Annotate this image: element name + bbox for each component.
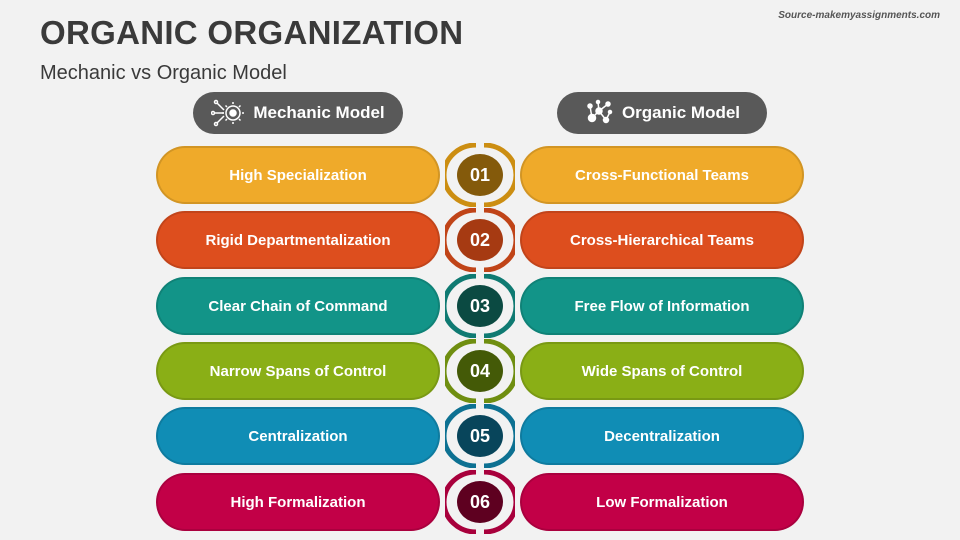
organic-item: Cross-Hierarchical Teams — [520, 211, 804, 269]
mechanic-item-label: High Formalization — [230, 493, 366, 511]
organic-item-label: Low Formalization — [596, 493, 728, 511]
ring-decoration — [445, 404, 515, 468]
organic-item: Wide Spans of Control — [520, 342, 804, 400]
organic-model-header: Organic Model — [557, 92, 767, 134]
ring-decoration — [445, 143, 515, 207]
organic-item-label: Free Flow of Information — [574, 297, 750, 315]
mechanic-item: Centralization — [156, 407, 440, 465]
ring-decoration — [445, 470, 515, 534]
mechanic-item-label: Rigid Departmentalization — [205, 231, 391, 249]
row-number: 02 — [457, 219, 503, 261]
row-number-badge: 02 — [445, 208, 515, 272]
mechanic-item-label: High Specialization — [229, 166, 367, 184]
gear-circuit-icon — [211, 99, 245, 127]
mechanic-item: Narrow Spans of Control — [156, 342, 440, 400]
mechanic-item-label: Clear Chain of Command — [208, 297, 388, 315]
ring-decoration — [445, 208, 515, 272]
mechanic-item-label: Narrow Spans of Control — [209, 362, 387, 380]
mechanic-item: High Formalization — [156, 473, 440, 531]
organic-item: Cross-Functional Teams — [520, 146, 804, 204]
ring-decoration — [445, 274, 515, 338]
mechanic-model-label: Mechanic Model — [253, 103, 385, 122]
organic-item-label: Decentralization — [604, 427, 720, 445]
organic-item-label: Cross-Hierarchical Teams — [570, 231, 754, 249]
source-credit: Source-makemyassignments.com — [778, 10, 940, 21]
row-number-badge: 06 — [445, 470, 515, 534]
row-number: 01 — [457, 154, 503, 196]
mechanic-item: High Specialization — [156, 146, 440, 204]
ring-decoration — [445, 339, 515, 403]
mechanic-item: Rigid Departmentalization — [156, 211, 440, 269]
organic-model-label: Organic Model — [621, 103, 741, 122]
mechanic-item-label: Centralization — [248, 427, 348, 445]
row-number: 04 — [457, 350, 503, 392]
page-subtitle: Mechanic vs Organic Model — [40, 62, 287, 84]
organic-item: Low Formalization — [520, 473, 804, 531]
row-number-badge: 01 — [445, 143, 515, 207]
organic-item-label: Wide Spans of Control — [581, 362, 743, 380]
organic-item-label: Cross-Functional Teams — [575, 166, 749, 184]
organic-item: Decentralization — [520, 407, 804, 465]
row-number-badge: 05 — [445, 404, 515, 468]
row-number: 06 — [457, 481, 503, 523]
row-number-badge: 03 — [445, 274, 515, 338]
row-number: 03 — [457, 285, 503, 327]
network-icon — [587, 99, 613, 124]
mechanic-model-header: Mechanic Model — [193, 92, 403, 134]
page-title: ORGANIC ORGANIZATION — [40, 14, 464, 51]
row-number-badge: 04 — [445, 339, 515, 403]
organic-item: Free Flow of Information — [520, 277, 804, 335]
mechanic-item: Clear Chain of Command — [156, 277, 440, 335]
row-number: 05 — [457, 415, 503, 457]
